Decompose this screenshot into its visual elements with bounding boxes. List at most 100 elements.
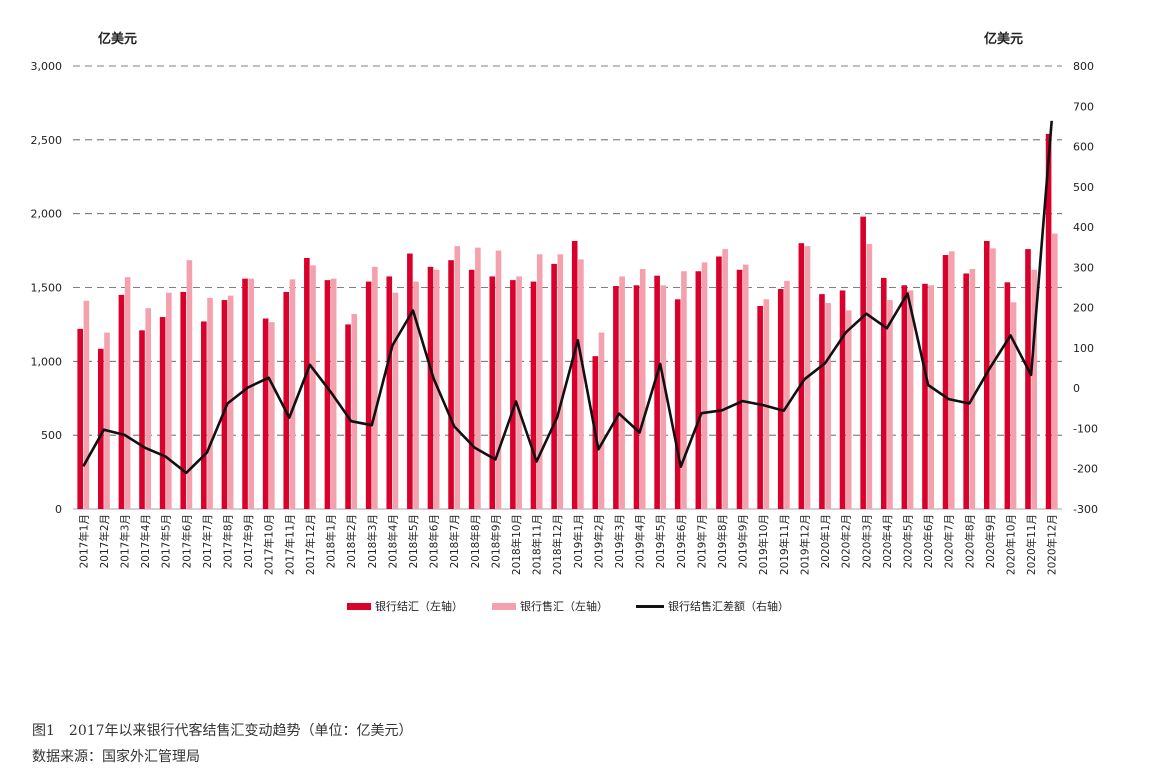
bar-sales	[433, 269, 440, 509]
bar-sales	[310, 265, 316, 509]
bar-settlement	[324, 280, 331, 509]
bar-settlement	[386, 276, 393, 509]
bar-sales	[207, 297, 213, 509]
bar-settlement	[407, 253, 413, 509]
right-tick-label: 800	[1073, 60, 1094, 73]
x-tick-label: 2017年5月	[160, 514, 173, 568]
legend-label-balance: 银行结售汇差额（右轴）	[668, 600, 789, 613]
right-axis-unit: 亿美元	[984, 32, 1024, 47]
figure-caption: 图1 2017年以来银行代客结售汇变动趋势（单位：亿美元）	[32, 723, 413, 739]
bar-sales	[289, 279, 296, 509]
bar-sales	[557, 254, 564, 509]
bar-sales	[660, 285, 667, 509]
x-tick-label: 2018年12月	[551, 514, 564, 575]
x-tick-label: 2017年9月	[242, 514, 255, 568]
bar-settlement	[633, 285, 640, 509]
bar-settlement	[98, 348, 104, 509]
bar-sales	[866, 243, 873, 509]
bar-settlement	[880, 277, 887, 509]
bar-sales	[83, 300, 90, 509]
left-tick-label: 2,000	[31, 208, 63, 221]
balance-line	[82, 120, 1053, 475]
bar-sales	[186, 260, 193, 509]
bar-settlement	[901, 285, 908, 509]
x-tick-label: 2020年12月	[1046, 514, 1059, 575]
x-tick-label: 2017年1月	[77, 514, 90, 568]
bar-sales	[928, 285, 934, 509]
x-tick-label: 2019年4月	[634, 514, 647, 568]
bar-settlement	[736, 269, 743, 509]
x-tick-label: 2020年7月	[943, 514, 956, 568]
x-tick-label: 2019年10月	[757, 514, 770, 575]
left-tick-label: 2,500	[31, 134, 63, 147]
bar-sales	[990, 248, 996, 509]
bar-settlement	[283, 291, 290, 509]
right-tick-label: 200	[1073, 302, 1094, 315]
bar-settlement	[1025, 249, 1031, 509]
x-tick-label: 2018年3月	[366, 514, 379, 568]
bar-sales	[1051, 233, 1058, 509]
x-tick-label: 2019年2月	[592, 514, 605, 568]
bar-settlement	[839, 290, 846, 509]
right-tick-label: 500	[1073, 181, 1094, 194]
right-tick-label: -100	[1073, 422, 1098, 435]
bar-settlement	[613, 286, 619, 509]
bar-settlement	[1004, 282, 1011, 509]
legend: 银行结汇（左轴） 银行售汇（左轴） 银行结售汇差额（右轴）	[0, 598, 1154, 616]
bar-settlement	[942, 255, 949, 509]
legend-swatch-balance	[636, 604, 664, 608]
bar-sales	[166, 292, 172, 509]
bar-sales	[392, 292, 399, 509]
bar-settlement	[304, 257, 310, 509]
bar-sales	[722, 249, 728, 509]
x-tick-label: 2019年3月	[613, 514, 626, 568]
x-tick-label: 2018年10月	[510, 514, 523, 575]
bar-settlement	[716, 256, 722, 509]
x-tick-label: 2019年11月	[778, 514, 791, 575]
legend-item-sales: 银行售汇（左轴）	[492, 598, 608, 614]
x-tick-label: 2020年9月	[984, 514, 997, 568]
bar-settlement	[1045, 133, 1052, 509]
bar-sales	[454, 246, 461, 510]
bar-settlement	[159, 317, 166, 509]
bar-settlement	[571, 240, 578, 510]
bar-sales	[887, 300, 893, 509]
x-tick-label: 2018年11月	[531, 514, 544, 575]
x-tick-label: 2018年8月	[469, 514, 482, 568]
x-tick-label: 2018年6月	[428, 514, 441, 568]
bar-settlement	[551, 263, 557, 509]
left-tick-label: 3,000	[31, 60, 63, 73]
x-tick-label: 2019年1月	[572, 514, 585, 568]
x-tick-label: 2020年11月	[1025, 514, 1038, 575]
bar-settlement	[427, 266, 434, 509]
x-tick-label: 2019年5月	[654, 514, 667, 568]
x-tick-label: 2020年10月	[1004, 514, 1017, 575]
bar-sales	[351, 314, 358, 509]
bar-sales	[969, 269, 976, 509]
bar-sales	[372, 266, 378, 509]
x-tick-label: 2020年1月	[819, 514, 832, 568]
x-tick-label: 2019年9月	[737, 514, 750, 568]
bar-settlement	[777, 288, 784, 509]
x-tick-label: 2017年10月	[263, 514, 276, 575]
x-tick-label: 2017年6月	[180, 514, 193, 568]
bar-settlement	[221, 300, 228, 509]
bar-settlement	[963, 273, 969, 509]
x-tick-label: 2018年9月	[489, 514, 502, 568]
x-tick-label: 2017年8月	[222, 514, 235, 568]
bar-sales	[248, 278, 255, 509]
bar-settlement	[654, 275, 660, 509]
bar-settlement	[674, 299, 681, 509]
right-tick-label: -300	[1073, 503, 1098, 516]
bar-settlement	[510, 280, 516, 509]
x-tick-label: 2017年4月	[139, 514, 152, 568]
right-tick-label: 600	[1073, 141, 1094, 154]
bar-sales	[330, 278, 337, 509]
right-tick-label: -200	[1073, 463, 1098, 476]
bar-sales	[845, 310, 852, 509]
x-tick-label: 2018年2月	[345, 514, 358, 568]
left-tick-label: 1,000	[31, 355, 63, 368]
bar-sales	[124, 277, 131, 509]
chart: 0 500 1,000 1,500 2,000 2,500 3,000 -300 -200 -10…	[31, 60, 1098, 575]
bar-sales	[104, 332, 110, 509]
